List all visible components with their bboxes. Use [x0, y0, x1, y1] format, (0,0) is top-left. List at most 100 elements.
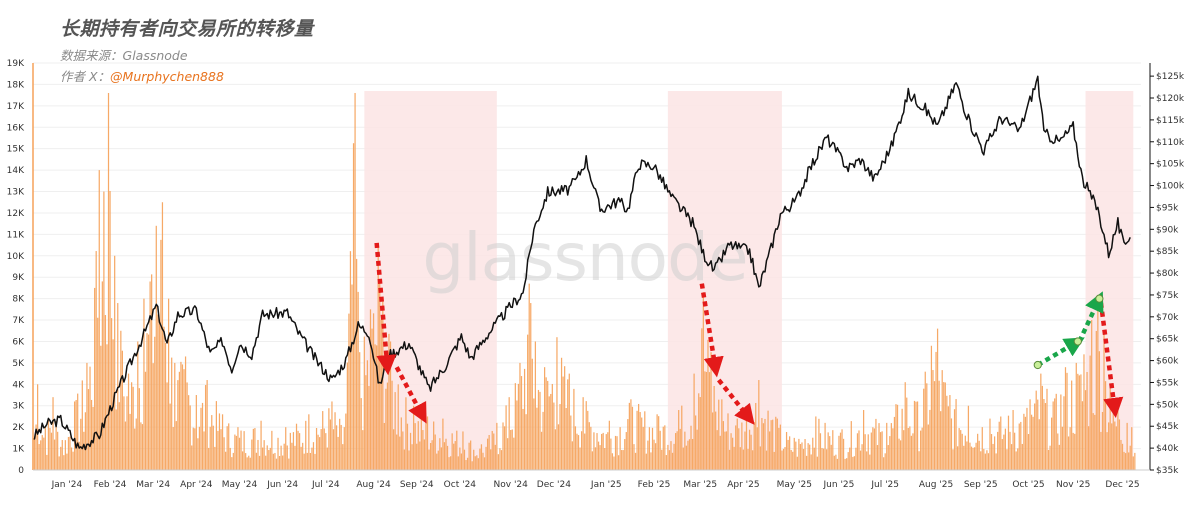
volume-bar: [732, 437, 734, 470]
volume-bar: [261, 447, 264, 470]
price-line: [32, 75, 1131, 451]
volume-bar: [542, 411, 544, 470]
volume-bar: [514, 383, 516, 470]
x-axis-tick-label: Mar '24: [136, 480, 170, 490]
volume-bar: [545, 377, 547, 470]
volume-bar: [109, 190, 111, 470]
volume-bar: [309, 452, 312, 470]
volume-bar: [44, 427, 46, 470]
volume-bar: [950, 418, 953, 470]
volume-bar: [622, 450, 624, 470]
volume-bar: [548, 396, 550, 470]
x-axis-tick-label: Dec '24: [537, 480, 571, 490]
volume-bar: [61, 440, 63, 470]
volume-bar: [907, 428, 909, 470]
volume-bar: [631, 406, 634, 470]
volume-bar: [351, 284, 353, 470]
volume-bar: [832, 430, 834, 470]
volume-bar: [215, 401, 217, 470]
volume-bar: [975, 442, 977, 470]
volume-bar: [688, 439, 691, 470]
volume-bar: [517, 383, 520, 470]
right-axis-tick-label: $95k: [1156, 203, 1179, 213]
volume-bar: [619, 427, 621, 470]
volume-bar: [1101, 411, 1104, 470]
volume-bar: [183, 369, 185, 470]
volume-bar: [126, 396, 128, 470]
volume-bar: [933, 381, 936, 470]
x-axis-tick-label: Feb '25: [638, 480, 671, 490]
volume-bar: [628, 402, 630, 470]
volume-bar: [64, 440, 66, 470]
volume-bar: [997, 431, 999, 470]
volume-bar: [380, 319, 382, 470]
volume-bar: [849, 447, 851, 470]
volume-bar: [248, 455, 250, 470]
volume-bar: [867, 434, 869, 470]
volume-bar: [892, 428, 894, 470]
volume-bar: [1043, 398, 1045, 470]
volume-bar: [936, 328, 939, 470]
left-axis-tick-label: 3K: [12, 402, 25, 412]
author-line: 作者 X：@Murphychen888: [60, 66, 224, 85]
left-axis-tick-label: 1K: [12, 445, 25, 455]
volume-bar: [659, 430, 661, 470]
volume-bar: [963, 445, 965, 470]
volume-bar: [1120, 439, 1122, 470]
volume-bar: [801, 442, 803, 470]
volume-bar: [781, 450, 783, 470]
volume-bar: [977, 433, 979, 470]
volume-bar: [69, 436, 71, 470]
volume-bar: [531, 358, 533, 470]
volume-bar: [534, 341, 536, 470]
volume-bar: [915, 401, 917, 470]
volume-bar: [987, 453, 990, 470]
volume-bar: [756, 427, 758, 470]
volume-bar: [402, 431, 404, 470]
volume-bar: [762, 423, 765, 470]
volume-bar: [422, 430, 424, 470]
volume-bar: [1131, 427, 1133, 470]
volume-bar: [272, 453, 275, 470]
volume-bar: [705, 371, 708, 470]
left-axis-tick-label: 0: [18, 466, 24, 476]
volume-bar: [1026, 407, 1028, 470]
volume-bar: [866, 451, 868, 470]
volume-bar: [856, 433, 859, 470]
x-axis-tick-label: Oct '24: [444, 480, 477, 490]
volume-bar: [235, 435, 238, 470]
volume-bar: [949, 395, 951, 470]
volume-bar: [131, 382, 133, 470]
volume-bar: [973, 447, 976, 470]
volume-bar: [43, 437, 45, 470]
volume-bar: [437, 450, 439, 470]
volume-bar: [90, 399, 93, 470]
volume-bar: [265, 455, 267, 470]
volume-bar: [591, 451, 594, 470]
volume-bar: [758, 380, 760, 470]
volume-bar: [570, 415, 572, 470]
volume-bar: [417, 421, 419, 470]
volume-bar: [923, 388, 925, 470]
volume-bar: [357, 291, 359, 470]
volume-bar: [507, 438, 509, 470]
volume-bar: [1052, 401, 1054, 470]
volume-bar: [554, 429, 557, 470]
volume-bar: [567, 379, 569, 470]
volume-bar: [1004, 428, 1007, 470]
volume-bar: [204, 385, 207, 470]
volume-bar: [870, 432, 872, 470]
left-axis-tick-label: 8K: [12, 295, 25, 305]
x-axis-tick-label: Nov '24: [494, 480, 529, 490]
volume-bar: [639, 412, 641, 470]
volume-bar: [52, 397, 54, 470]
volume-bar: [286, 445, 288, 470]
volume-bar: [890, 423, 892, 470]
volume-bar: [300, 446, 302, 470]
volume-bar: [137, 341, 139, 470]
volume-bar: [460, 453, 463, 470]
volume-bar: [681, 405, 683, 470]
volume-bar: [539, 391, 541, 470]
right-axis-tick-label: $35k: [1156, 466, 1179, 476]
volume-bar: [223, 437, 225, 470]
